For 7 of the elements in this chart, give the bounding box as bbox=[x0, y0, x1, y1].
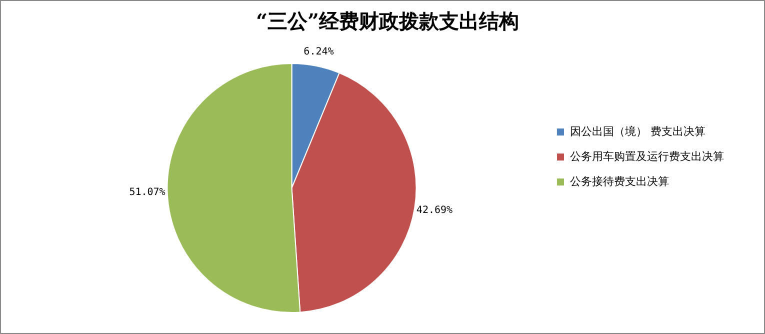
data-label: 6.24% bbox=[304, 46, 334, 58]
data-label: 51.07% bbox=[129, 187, 166, 198]
legend-label: 公务用车购置及运行费支出决算 bbox=[570, 150, 724, 163]
chart-title: “三公”经费财政拨款支出结构 bbox=[256, 9, 520, 34]
legend-label: 因公出国（境） 费支出决算 bbox=[570, 124, 706, 138]
data-label: 42.69% bbox=[416, 204, 453, 216]
legend-label: 公务接待费支出决算 bbox=[570, 174, 669, 188]
